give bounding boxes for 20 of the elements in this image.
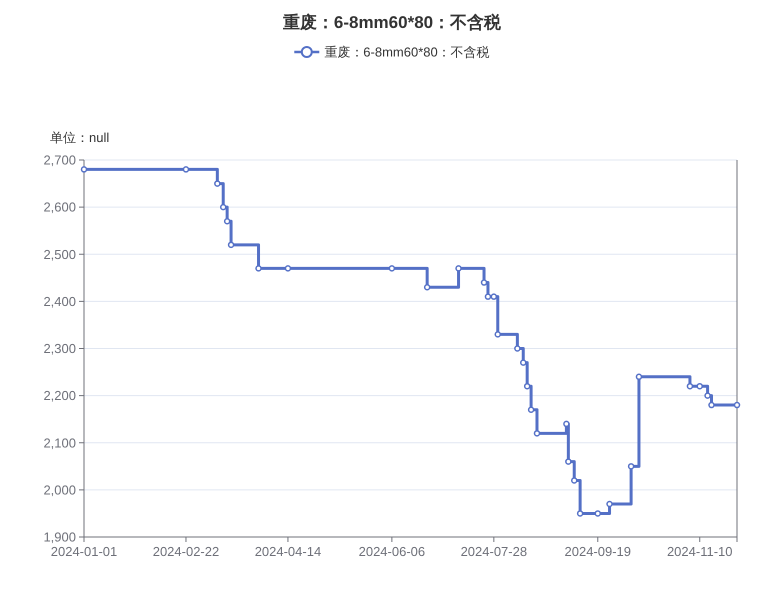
- y-tick-label: 2,300: [43, 341, 76, 356]
- y-tick-label: 2,000: [43, 482, 76, 498]
- y-tick-label: 2,700: [43, 152, 76, 168]
- x-tick-label: 2024-07-28: [460, 544, 528, 559]
- x-tick-label: 2024-04-14: [254, 544, 322, 559]
- x-tick-label: 2024-02-22: [152, 544, 220, 559]
- legend-item: 重废：6-8mm60*80：不含税: [294, 44, 490, 60]
- y-tick-label: 2,400: [43, 294, 76, 309]
- y-axis-title: 单位：null: [50, 130, 110, 145]
- y-tick-label: 2,600: [43, 200, 76, 215]
- y-tick-label: 2,200: [43, 388, 76, 404]
- y-tick-label: 2,500: [43, 246, 76, 262]
- legend-label: 重废：6-8mm60*80：不含税: [324, 44, 490, 60]
- x-tick-label: 2024-09-19: [564, 544, 632, 559]
- title: 重废：6-8mm60*80：不含税: [282, 13, 502, 32]
- y-tick-label: 1,900: [43, 530, 76, 544]
- y-tick-label: 2,100: [43, 435, 76, 450]
- x-tick-label: 2024-11-10: [666, 544, 733, 559]
- x-tick-label: 2024-06-06: [358, 544, 426, 559]
- x-tick-label: 2024-01-01: [50, 544, 118, 559]
